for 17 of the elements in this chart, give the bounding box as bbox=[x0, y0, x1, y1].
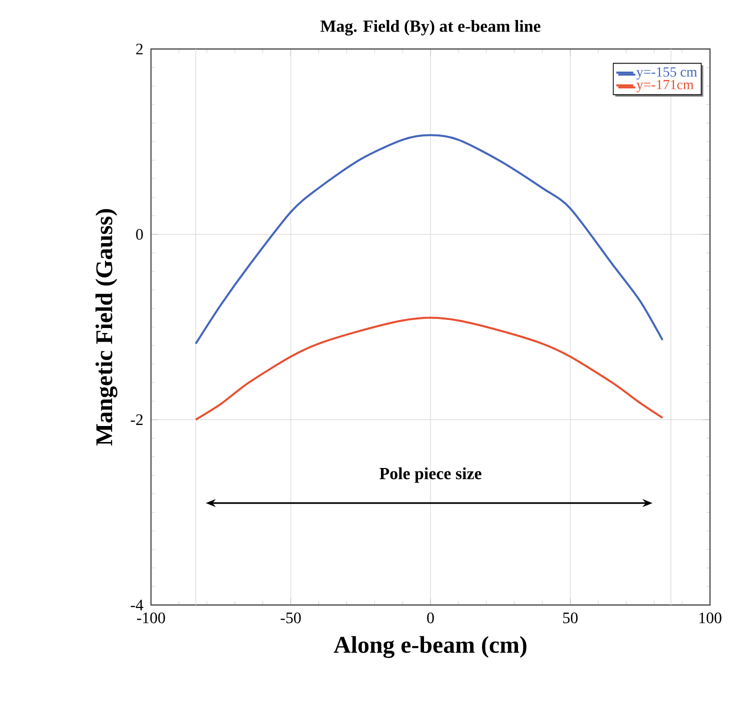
x-tick-label: -50 bbox=[280, 612, 301, 624]
y-tick-label: 0 bbox=[136, 228, 143, 240]
y-tick-label: -2 bbox=[130, 414, 143, 425]
x-tick-label: -100 bbox=[136, 612, 165, 624]
legend-label: y=-171cm bbox=[636, 80, 694, 92]
legend-label: y=-155 cm bbox=[636, 67, 698, 80]
line-series bbox=[194, 134, 664, 345]
annotation: Pole piece size bbox=[380, 467, 482, 483]
chart-title: Mag. Field (By) at e-beam line bbox=[320, 20, 540, 36]
y-tick-label: 2 bbox=[136, 44, 143, 54]
y-tick-label: -4 bbox=[130, 600, 144, 610]
x-tick-label: 50 bbox=[563, 612, 578, 624]
x-axis-title: Along e-beam (cm) bbox=[334, 636, 526, 658]
line-series bbox=[194, 316, 664, 421]
x-tick-label: 100 bbox=[699, 612, 722, 624]
y-axis-title: Mangetic Field (Gauss) bbox=[95, 209, 118, 446]
x-tick-label: 0 bbox=[427, 612, 434, 624]
